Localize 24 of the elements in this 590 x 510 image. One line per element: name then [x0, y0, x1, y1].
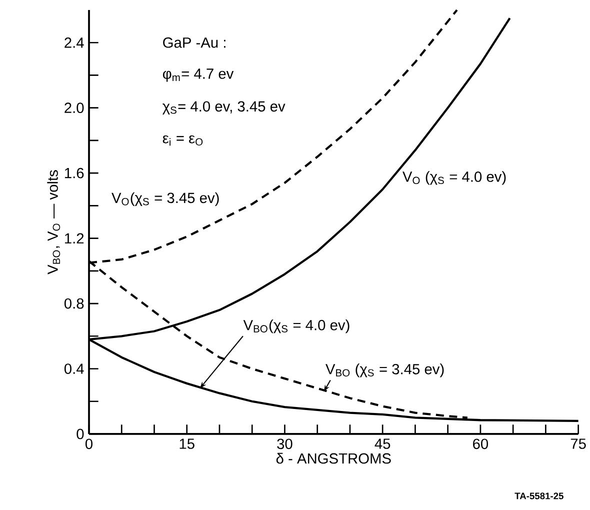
- x-tick-label: 75: [570, 438, 586, 449]
- y-tick-label: 1.2: [65, 233, 84, 244]
- y-tick-label: 1.6: [65, 168, 84, 178]
- x-tick-label: 15: [180, 438, 194, 449]
- annotation: GaP -Au :: [163, 37, 226, 48]
- text: TA-5581-25: [514, 492, 564, 500]
- y-tick-label: 0.8: [64, 298, 84, 309]
- annotation: V$_{O}$ (χ$_{S}$ = 4.0 ev): [402, 171, 506, 185]
- annotation: χ$_{S}$= 4.0 ev, 3.45 ev: [162, 101, 286, 114]
- y-tick-label: 2.0: [64, 102, 84, 114]
- x-tick-label: 30: [277, 438, 292, 450]
- annotation: V$_{BO}$ (χ$_{S}$ = 3.45 ev): [326, 364, 444, 378]
- annotation: φ$_{m}$= 4.7 ev: [162, 68, 234, 82]
- annotation: V$_{BO}$(χ$_{S}$ = 4.0 ev): [243, 320, 350, 334]
- x-tick-label: 45: [374, 438, 390, 449]
- y-tick-label: 2.4: [64, 38, 84, 48]
- annotation: ε$_{i}$ = ε$_{O}$: [162, 135, 203, 146]
- y-tick-label: 0: [76, 428, 84, 440]
- x-tick-label: 60: [473, 438, 488, 450]
- y-axis-title: V$_{BO}$, V$_{O}$ — volts: [47, 170, 60, 274]
- x-tick-label: 0: [85, 438, 92, 450]
- annotation: V$_{O}$(χ$_{S}$ = 3.45 ev): [112, 192, 219, 206]
- x-axis-title: δ - ANGSTROMS: [276, 452, 391, 464]
- y-tick-label: 0.4: [64, 364, 84, 374]
